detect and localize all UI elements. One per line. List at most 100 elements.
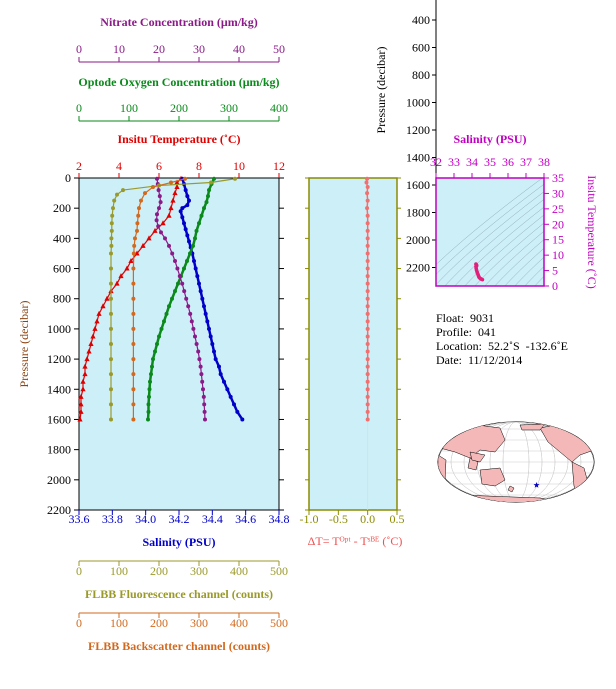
backscatter-point xyxy=(137,206,141,211)
map-landmass xyxy=(479,467,506,487)
oxygen-point xyxy=(199,213,204,218)
temperature-point xyxy=(96,310,102,316)
nitrate-point xyxy=(156,188,161,193)
temperature-point xyxy=(134,250,140,256)
ts-point xyxy=(480,277,485,282)
fluorescence-point xyxy=(112,198,117,203)
ts-contour xyxy=(534,275,544,286)
salinity-point xyxy=(193,266,198,271)
map-landmass xyxy=(519,423,546,431)
delta-x-tick-label: -0.5 xyxy=(329,512,348,526)
delta-point xyxy=(365,364,370,369)
delta-point xyxy=(365,357,370,362)
delta-x-tick-label: 0.0 xyxy=(360,512,375,526)
delta-point xyxy=(365,289,370,294)
backscatter-point xyxy=(169,180,173,185)
oxygen-point xyxy=(176,281,180,286)
temperature-point xyxy=(80,386,86,392)
salinity-point xyxy=(212,349,216,354)
ts-density-contours xyxy=(436,178,544,286)
fluorescence-tick-label: 100 xyxy=(110,564,128,578)
salinity-point xyxy=(195,274,200,279)
delta-point xyxy=(365,326,370,331)
backscatter-point xyxy=(131,266,136,271)
ts-y-axis-title: Insitu Temperature (˚C) xyxy=(585,175,599,289)
nitrate-point xyxy=(184,296,189,301)
delta-point xyxy=(365,228,370,233)
delta-point xyxy=(365,191,370,196)
temperature-point xyxy=(77,416,83,422)
y-tick-label: 800 xyxy=(53,292,71,306)
salinity-point xyxy=(185,203,190,208)
backscatter-point xyxy=(183,176,187,181)
salinity-point xyxy=(185,194,190,199)
nitrate-point xyxy=(201,394,206,399)
delta-point xyxy=(365,185,370,190)
y-tick-label: 1000 xyxy=(47,322,71,336)
temperature-point xyxy=(170,197,176,203)
ts-y-tick-label: 15 xyxy=(552,233,564,247)
temperature-point xyxy=(90,333,96,339)
temperature-point xyxy=(94,318,100,324)
backscatter-point xyxy=(131,417,136,422)
delta-point xyxy=(365,274,370,279)
y-tick-label: 1400 xyxy=(47,382,71,396)
ts-x-tick-label: 38 xyxy=(538,155,550,169)
backscatter-point xyxy=(135,221,140,226)
backscatter-point xyxy=(131,296,136,301)
map-graticule xyxy=(450,422,582,502)
delta-point xyxy=(365,349,370,354)
nitrate-point xyxy=(188,311,193,316)
nitrate-tick-label: 20 xyxy=(153,42,165,56)
delta-point xyxy=(365,417,370,422)
y-tick-label: 1600 xyxy=(47,412,71,426)
oxygen-point xyxy=(147,394,151,399)
nitrate-point xyxy=(202,402,207,407)
ts-contour xyxy=(436,178,543,265)
temperature-point xyxy=(78,401,84,407)
ts-y-tick-label: 20 xyxy=(552,217,564,231)
nitrate-point xyxy=(154,218,159,223)
backscatter-point xyxy=(143,191,147,196)
delta-point xyxy=(365,236,370,241)
delta-plot-area xyxy=(308,177,398,511)
oxygen-tick-label: 0 xyxy=(76,101,82,115)
salinity-point xyxy=(197,281,201,286)
temperature-point xyxy=(80,378,86,384)
nitrate-point xyxy=(182,289,187,294)
fluorescence-point xyxy=(109,417,113,422)
salinity-point xyxy=(200,296,205,301)
temperature-point xyxy=(82,371,88,377)
fluorescence-point xyxy=(109,357,113,362)
delta-point xyxy=(365,221,370,226)
ts-x-tick-label: 36 xyxy=(502,155,514,169)
salinity-point xyxy=(225,387,230,392)
salinity-point xyxy=(185,233,190,238)
salinity-tick-label: 34.2 xyxy=(169,512,190,526)
oxygen-series-line xyxy=(146,178,216,420)
oxygen-point xyxy=(149,372,153,377)
map-landmass xyxy=(507,485,515,493)
fluorescence-tick-label: 200 xyxy=(150,564,168,578)
salinity-point xyxy=(183,188,188,193)
nitrate-point xyxy=(193,334,197,339)
oxygen-point xyxy=(193,236,197,241)
oxygen-tick-label: 300 xyxy=(220,101,238,115)
temperature-point xyxy=(92,325,98,331)
temperature-point xyxy=(140,242,146,248)
oxygen-point xyxy=(153,349,157,354)
nitrate-point xyxy=(157,206,161,211)
nitrate-point xyxy=(186,304,191,309)
temperature-tick-label: 8 xyxy=(196,159,202,173)
nitrate-tick-label: 30 xyxy=(193,42,205,56)
temperature-point xyxy=(124,265,130,271)
salinity-point xyxy=(213,357,218,362)
temperature-point xyxy=(100,303,106,309)
delta-point xyxy=(365,213,370,218)
ts-x-tick-label: 35 xyxy=(484,155,496,169)
oxygen-point xyxy=(159,326,164,331)
y-tick-label: 400 xyxy=(53,231,71,245)
delta-axis-title: ΔT= Tᴼᵖᵗ - Tˢᴮᴱ (˚C) xyxy=(308,534,403,548)
delta-point xyxy=(365,304,370,309)
backscatter-tick-label: 500 xyxy=(270,616,288,630)
